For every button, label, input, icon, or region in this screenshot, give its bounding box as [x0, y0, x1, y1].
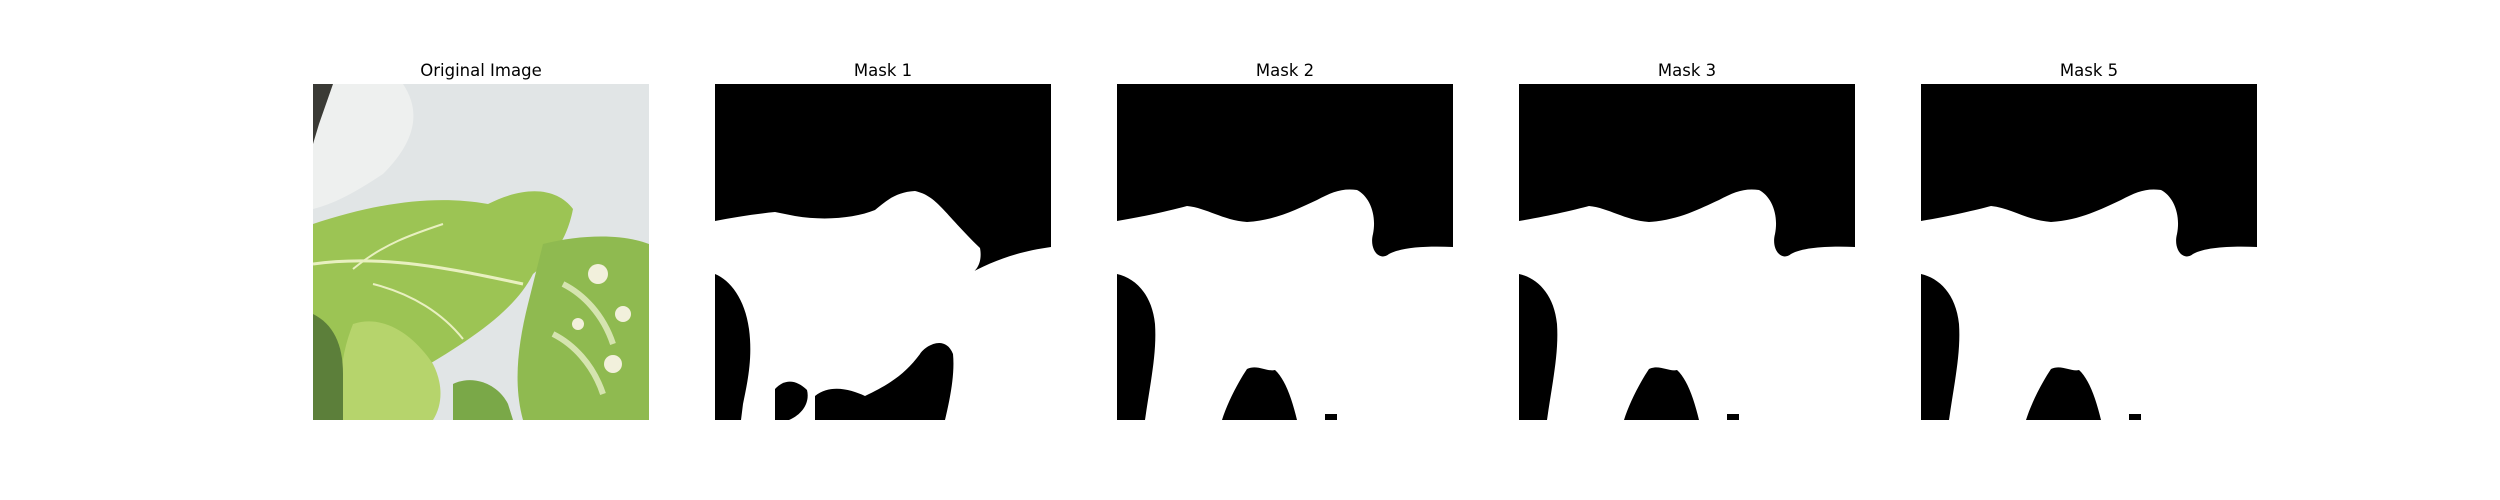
panel-mask-2: Mask 2: [1117, 58, 1453, 420]
panel-original-image: Original Image: [313, 58, 649, 420]
mask-3-image: [1519, 84, 1855, 420]
panel-title: Mask 3: [1519, 58, 1855, 84]
mask-5-image: [1921, 84, 2257, 420]
panel-title: Mask 1: [715, 58, 1051, 84]
panel-mask-3: Mask 3: [1519, 58, 1855, 420]
panel-title: Mask 2: [1117, 58, 1453, 84]
panel-title: Original Image: [313, 58, 649, 84]
panel-title: Mask 5: [1921, 58, 2257, 84]
panel-mask-1: Mask 1: [715, 58, 1051, 420]
mask-1-image: [715, 84, 1051, 420]
original-image: [313, 84, 649, 420]
mask-2-image: [1117, 84, 1453, 420]
panel-mask-5: Mask 5: [1921, 58, 2257, 420]
